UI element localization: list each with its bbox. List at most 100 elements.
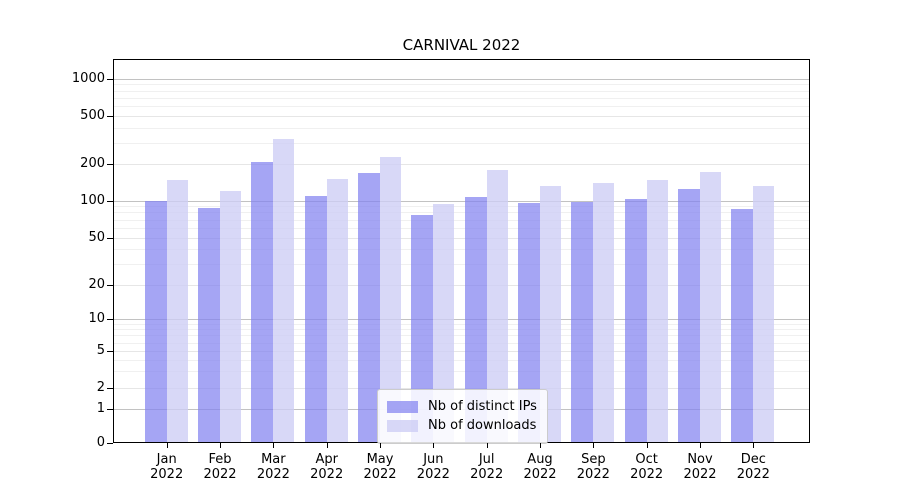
x-axis-tick: [593, 443, 595, 448]
x-axis-tick-label: May 2022: [363, 452, 397, 482]
x-axis-tick-label: Mar 2022: [256, 452, 290, 482]
minor-gridline: [114, 342, 809, 344]
minor-gridline: [114, 335, 809, 337]
bar-distinct-ips-jan: [144, 200, 167, 442]
minor-gridline: [114, 323, 809, 325]
x-axis-tick: [753, 443, 755, 448]
minor-gridline: [114, 206, 809, 208]
major-gridline: [114, 78, 809, 80]
y-axis-tick-label: 5: [96, 343, 105, 358]
y-axis-tick-label: 500: [80, 108, 105, 124]
y-axis-tick: [107, 387, 113, 389]
legend-label-downloads: Nb of downloads: [428, 418, 537, 433]
bar-downloads-mar: [273, 139, 295, 442]
y-axis-tick: [107, 237, 113, 239]
bar-downloads-dec: [753, 186, 775, 442]
major-gridline: [114, 285, 809, 286]
y-axis-tick: [107, 78, 113, 80]
major-gridline: [114, 200, 809, 202]
x-axis-tick-label: Jan 2022: [150, 452, 184, 482]
minor-gridline: [114, 212, 809, 214]
y-axis-tick-label: 20: [88, 277, 105, 292]
bar-distinct-ips-may: [358, 172, 381, 442]
chart-title: CARNIVAL 2022: [402, 36, 521, 54]
y-axis-tick: [107, 116, 113, 118]
bar-distinct-ips-jun: [411, 215, 434, 442]
bar-distinct-ips-feb: [198, 207, 221, 442]
bar-downloads-nov: [700, 171, 721, 442]
x-axis-tick: [433, 443, 435, 448]
bar-distinct-ips-aug: [518, 202, 540, 442]
x-axis-tick: [380, 443, 382, 448]
x-axis-tick-label: Sep 2022: [576, 452, 610, 482]
x-axis-tick: [486, 443, 488, 448]
minor-gridline: [114, 143, 809, 144]
x-axis-tick-label: Aug 2022: [523, 452, 557, 482]
minor-gridline: [114, 263, 809, 265]
bar-downloads-jun: [433, 203, 455, 442]
bar-distinct-ips-oct: [624, 199, 647, 442]
x-axis-tick-label: Dec 2022: [736, 452, 770, 482]
bar-downloads-aug: [540, 186, 561, 442]
y-axis-tick-label: 0: [96, 435, 105, 450]
minor-gridline: [114, 227, 809, 229]
major-gridline: [114, 164, 809, 166]
minor-gridline: [114, 329, 809, 331]
y-axis-tick: [107, 319, 113, 320]
x-axis-tick-label: Apr 2022: [310, 452, 344, 482]
x-axis-tick-label: Jul 2022: [470, 452, 504, 482]
bar-downloads-sep: [593, 182, 615, 442]
bar-downloads-feb: [220, 190, 242, 442]
x-axis-tick: [646, 443, 648, 448]
y-axis-tick-label: 1: [96, 400, 105, 416]
minor-gridline: [114, 97, 809, 99]
minor-gridline: [114, 127, 809, 129]
x-axis-tick-label: Nov 2022: [683, 452, 717, 482]
x-axis-tick: [326, 443, 328, 448]
legend-item-distinct-ips: Nb of distinct IPs: [387, 398, 537, 415]
bar-distinct-ips-apr: [304, 195, 327, 442]
y-axis-tick: [107, 443, 113, 444]
minor-gridline: [114, 84, 809, 86]
x-axis-tick: [700, 443, 701, 448]
y-axis-tick-label: 50: [88, 229, 105, 245]
y-axis-tick: [107, 200, 113, 202]
bar-downloads-oct: [646, 180, 668, 442]
y-axis-tick-label: 100: [80, 192, 105, 208]
legend-swatch-downloads: [387, 419, 418, 432]
bar-distinct-ips-nov: [678, 189, 700, 442]
x-axis-tick: [273, 443, 275, 448]
x-axis-tick-label: Oct 2022: [630, 452, 664, 482]
x-axis-tick: [220, 443, 222, 448]
y-axis-tick-label: 1000: [71, 70, 105, 86]
bar-downloads-apr: [326, 178, 348, 442]
legend-item-downloads: Nb of downloads: [387, 417, 537, 434]
x-axis-tick-label: Jun 2022: [416, 452, 450, 482]
bar-distinct-ips-jul: [464, 196, 487, 442]
y-axis-tick-label: 200: [80, 156, 105, 172]
bar-downloads-jul: [486, 169, 508, 442]
bar-downloads-may: [380, 157, 402, 442]
major-gridline: [114, 237, 809, 239]
legend-label-distinct-ips: Nb of distinct IPs: [428, 399, 537, 414]
minor-gridline: [114, 249, 809, 251]
minor-gridline: [114, 106, 809, 108]
y-axis-tick: [107, 285, 113, 286]
bar-downloads-jan: [166, 180, 188, 442]
y-axis-tick-label: 10: [88, 311, 105, 326]
bar-distinct-ips-dec: [731, 209, 754, 442]
bar-distinct-ips-sep: [571, 202, 594, 442]
bar-distinct-ips-mar: [251, 161, 274, 442]
y-axis-tick: [107, 351, 113, 352]
minor-gridline: [114, 219, 809, 221]
y-axis-tick: [107, 164, 113, 166]
major-gridline: [114, 116, 809, 118]
minor-gridline: [114, 90, 809, 92]
x-axis-tick: [166, 443, 168, 448]
major-gridline: [114, 319, 809, 320]
legend: Nb of distinct IPs Nb of downloads: [377, 389, 548, 444]
minor-gridline: [114, 371, 809, 373]
y-axis-tick-label: 2: [96, 379, 105, 395]
minor-gridline: [114, 359, 809, 361]
